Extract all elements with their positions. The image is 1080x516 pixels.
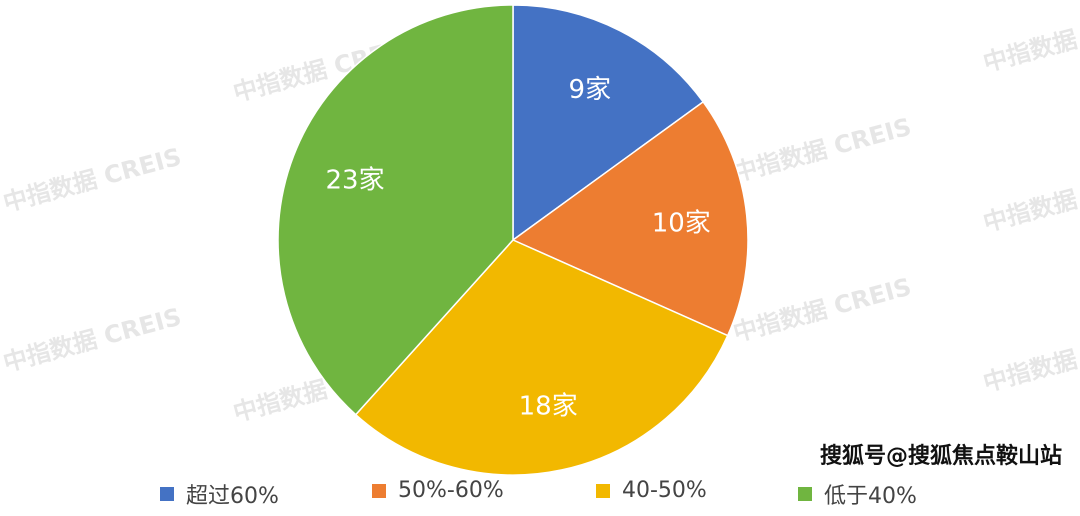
data-label: 9家	[569, 75, 612, 105]
data-label: 18家	[519, 392, 578, 422]
pie-slice	[277, 4, 514, 416]
legend-swatch	[596, 483, 610, 498]
pie-slice	[511, 100, 749, 337]
legend-item: 40-50%	[596, 478, 707, 503]
legend-label: 40-50%	[622, 478, 707, 503]
legend-swatch	[798, 487, 812, 501]
legend-label: 超过60%	[186, 484, 279, 509]
data-label: 23家	[325, 165, 384, 195]
legend: 超过60% 50%-60% 40-50% 低于40%	[0, 478, 1080, 510]
pie-slice	[512, 4, 705, 242]
credit-watermark: 搜狐号@搜狐焦点鞍山站	[820, 444, 1063, 469]
legend-item: 50%-60%	[372, 478, 504, 503]
legend-swatch	[372, 483, 386, 498]
legend-swatch	[160, 487, 174, 501]
pie-slice	[354, 239, 729, 476]
legend-label: 低于40%	[824, 484, 917, 509]
legend-item: 超过60%	[160, 478, 279, 510]
legend-label: 50%-60%	[398, 478, 504, 503]
legend-item: 低于40%	[798, 478, 917, 510]
data-label: 10家	[652, 208, 711, 238]
